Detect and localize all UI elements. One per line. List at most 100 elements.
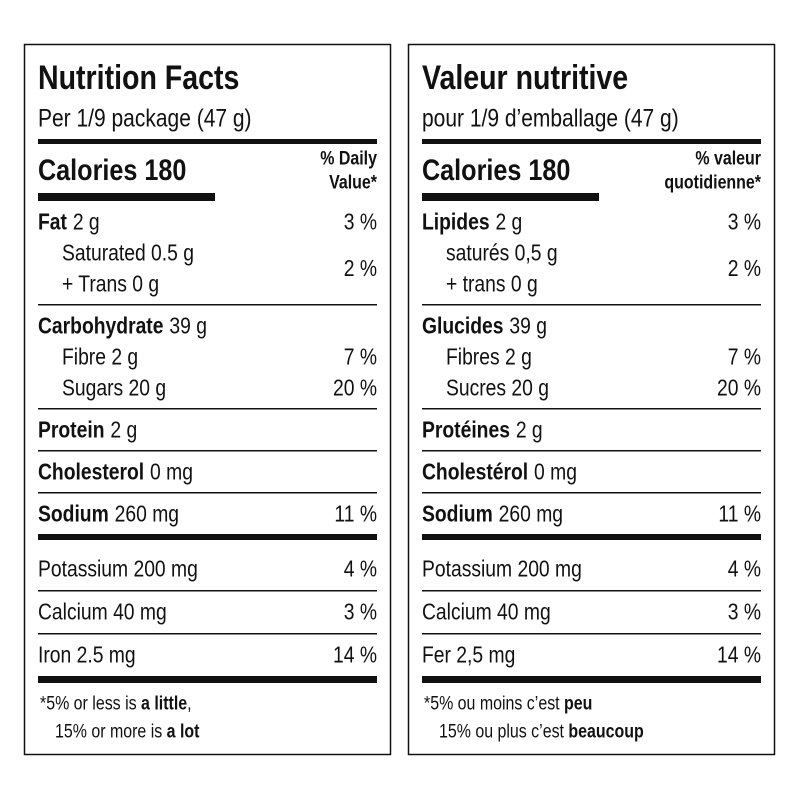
text-span: Fat bbox=[38, 210, 67, 235]
sub-nutrient: Sugars 20 g bbox=[62, 376, 166, 401]
text-span: + Trans 0 g bbox=[62, 272, 159, 297]
text-span: Sodium bbox=[422, 502, 493, 527]
text-span: Saturated 0.5 g bbox=[62, 241, 194, 266]
footnote: *5% ou moins c’est peu bbox=[424, 692, 592, 714]
mineral-row: Calcium 40 mg bbox=[38, 600, 167, 625]
panel-border bbox=[407, 43, 776, 756]
daily-value: 3 % bbox=[728, 600, 761, 625]
text-span: 39 g bbox=[169, 314, 207, 339]
sub-nutrient: Fibre 2 g bbox=[62, 345, 138, 370]
text-span: 0 mg bbox=[534, 460, 577, 485]
text-span: 3 % bbox=[344, 210, 377, 235]
text-span: Sodium bbox=[38, 502, 109, 527]
sub-nutrient: Saturated 0.5 g bbox=[62, 241, 194, 266]
text-span: 2 g bbox=[495, 210, 522, 235]
daily-value: 3 % bbox=[344, 600, 377, 625]
text-span: 14 % bbox=[333, 643, 377, 668]
text-span: *5% or less is bbox=[40, 692, 141, 714]
footnote: 15% or more is a lot bbox=[55, 720, 200, 742]
nutrient-row: Lipides 2 g bbox=[422, 210, 522, 235]
text-span: + trans 0 g bbox=[446, 272, 538, 297]
panel-border bbox=[23, 43, 392, 756]
text-span: 7 % bbox=[728, 345, 761, 370]
panel-title: Valeur nutritive bbox=[422, 58, 628, 96]
text-span: Protéines bbox=[422, 418, 510, 443]
text-span: 7 % bbox=[344, 345, 377, 370]
sub-nutrient: + Trans 0 g bbox=[62, 272, 159, 297]
thin-rule bbox=[38, 633, 377, 635]
nutrient-row: Protéines 2 g bbox=[422, 418, 543, 443]
panel-title: Nutrition Facts bbox=[38, 58, 239, 96]
dv-header: quotidienne* bbox=[664, 171, 761, 193]
text-span: Carbohydrate bbox=[38, 314, 164, 339]
mineral-row: Calcium 40 mg bbox=[422, 600, 551, 625]
text-span: Calcium 40 mg bbox=[38, 600, 167, 625]
text-span: Fer 2,5 mg bbox=[422, 643, 515, 668]
serving-size: Per 1/9 package (47 g) bbox=[38, 104, 252, 132]
daily-value: 11 % bbox=[334, 502, 377, 527]
text-span: quotidienne* bbox=[664, 171, 761, 193]
mineral-row: Fer 2,5 mg bbox=[422, 643, 515, 668]
calories: Calories 180 bbox=[422, 152, 570, 186]
daily-value: 4 % bbox=[728, 557, 761, 582]
text-span: Nutrition Facts bbox=[38, 58, 239, 96]
text-span: 2 g bbox=[516, 418, 543, 443]
thick-rule bbox=[38, 676, 377, 683]
mineral-row: Iron 2.5 mg bbox=[38, 643, 136, 668]
thick-rule bbox=[38, 534, 377, 540]
text-span: 15% or more is bbox=[55, 720, 167, 742]
text-span: Sucres 20 g bbox=[446, 376, 549, 401]
thin-rule bbox=[422, 408, 761, 410]
dv-header: Value* bbox=[329, 171, 377, 193]
daily-value: 11 % bbox=[718, 502, 761, 527]
text-span: Sugars 20 g bbox=[62, 376, 166, 401]
sub-nutrient: Sucres 20 g bbox=[446, 376, 549, 401]
text-span: Cholesterol bbox=[38, 460, 144, 485]
text-span: Valeur nutritive bbox=[422, 58, 628, 96]
text-span: 2 % bbox=[344, 256, 377, 281]
thick-rule bbox=[422, 676, 761, 683]
thin-rule bbox=[422, 590, 761, 592]
text-span: 0 mg bbox=[150, 460, 193, 485]
text-span: % Daily bbox=[320, 147, 377, 169]
thin-rule bbox=[38, 304, 377, 306]
text-span: 3 % bbox=[728, 210, 761, 235]
daily-value: 14 % bbox=[717, 643, 761, 668]
thick-rule bbox=[422, 534, 761, 540]
text-span: 260 mg bbox=[499, 502, 563, 527]
text-span: saturés 0,5 g bbox=[446, 241, 558, 266]
daily-value: 20 % bbox=[717, 376, 761, 401]
text-span: 2 g bbox=[110, 418, 137, 443]
daily-value: 4 % bbox=[344, 557, 377, 582]
thick-rule bbox=[422, 139, 761, 144]
nutrient-row: Carbohydrate 39 g bbox=[38, 314, 207, 339]
daily-value: 7 % bbox=[344, 345, 377, 370]
text-span: , bbox=[187, 692, 191, 714]
text-span: Iron 2.5 mg bbox=[38, 643, 136, 668]
text-span: Cholestérol bbox=[422, 460, 528, 485]
thin-rule bbox=[38, 492, 377, 494]
text-span: beaucoup bbox=[568, 720, 643, 742]
footnote: 15% ou plus c’est beaucoup bbox=[439, 720, 644, 742]
text-span: 14 % bbox=[717, 643, 761, 668]
thin-rule bbox=[38, 450, 377, 452]
text-span: 3 % bbox=[728, 600, 761, 625]
sub-nutrient: + trans 0 g bbox=[446, 272, 538, 297]
text-span: 3 % bbox=[344, 600, 377, 625]
calories-rule bbox=[422, 193, 599, 201]
text-span: 11 % bbox=[334, 502, 377, 527]
thin-rule bbox=[422, 450, 761, 452]
daily-value: 14 % bbox=[333, 643, 377, 668]
text-span: 4 % bbox=[728, 557, 761, 582]
text-span: Fibres 2 g bbox=[446, 345, 532, 370]
mineral-row: Potassium 200 mg bbox=[38, 557, 198, 582]
nutrient-row: Sodium 260 mg bbox=[38, 502, 179, 527]
daily-value: 7 % bbox=[728, 345, 761, 370]
nutrient-row: Cholestérol 0 mg bbox=[422, 460, 577, 485]
thick-rule bbox=[38, 139, 377, 144]
daily-value: 3 % bbox=[344, 210, 377, 235]
thin-rule bbox=[422, 633, 761, 635]
text-span: Per 1/9 package (47 g) bbox=[38, 104, 252, 132]
text-span: a lot bbox=[167, 720, 200, 742]
